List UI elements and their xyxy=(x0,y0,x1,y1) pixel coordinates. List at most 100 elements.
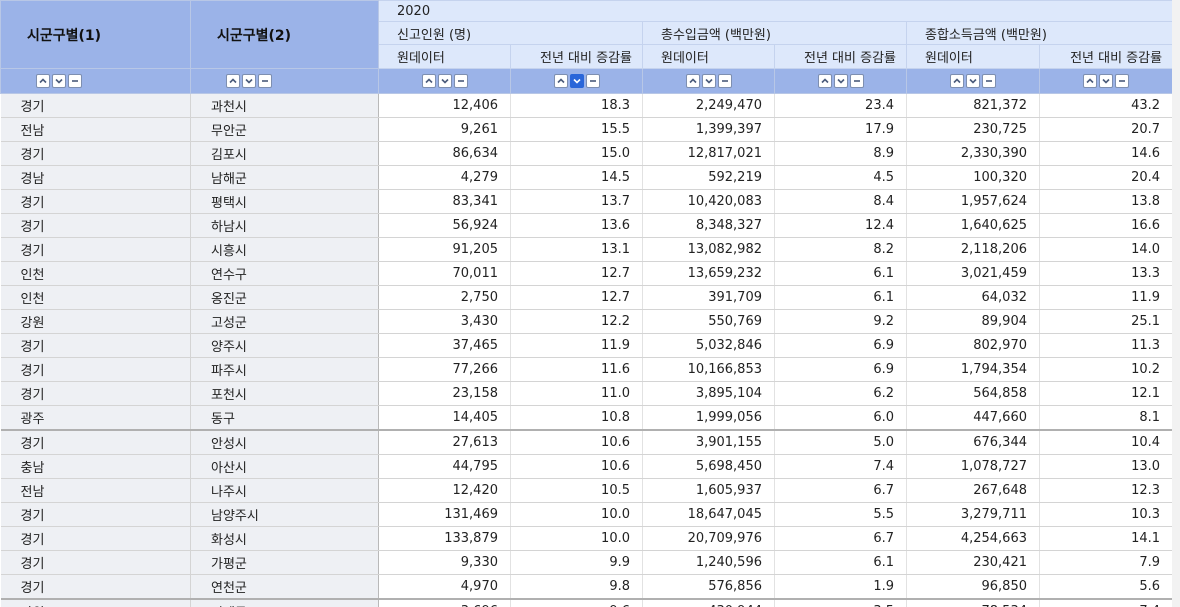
value-cell: 550,769 xyxy=(642,309,775,334)
value-cell: 11.6 xyxy=(510,357,643,382)
group-header-filers: 신고인원 (명) xyxy=(378,21,643,45)
chevron-up-icon[interactable] xyxy=(950,74,964,88)
chevron-up-icon[interactable] xyxy=(36,74,50,88)
subcol-raw-filers: 원데이터 xyxy=(378,44,511,69)
chevron-down-icon[interactable] xyxy=(1099,74,1114,88)
value-cell: 2,249,470 xyxy=(642,93,775,118)
value-cell: 12.7 xyxy=(510,261,643,286)
value-cell: 10.3 xyxy=(1039,502,1174,527)
sort-controls-filers-change xyxy=(510,68,643,94)
value-cell: 5.5 xyxy=(774,502,907,527)
value-cell: 64,032 xyxy=(906,285,1040,310)
district-cell: 나주시 xyxy=(190,478,379,503)
region-cell: 경기 xyxy=(0,237,191,262)
district-cell: 하남시 xyxy=(190,213,379,238)
value-cell: 10.4 xyxy=(1039,429,1174,455)
value-cell: 2,750 xyxy=(378,285,511,310)
chevron-down-icon[interactable] xyxy=(701,74,716,88)
chevron-down-icon[interactable] xyxy=(569,74,584,88)
minus-icon[interactable] xyxy=(717,74,732,88)
value-cell: 4,970 xyxy=(378,574,511,600)
value-cell: 96,850 xyxy=(906,574,1040,600)
chevron-down-icon[interactable] xyxy=(437,74,452,88)
value-cell: 27,613 xyxy=(378,429,511,455)
subcol-raw-taxable-income: 원데이터 xyxy=(906,44,1040,69)
value-cell: 9.2 xyxy=(774,309,907,334)
table-row: 전남 무안군 9,261 15.5 1,399,397 17.9 230,725 20.7 xyxy=(0,117,1174,142)
value-cell: 1,999,056 xyxy=(642,405,775,431)
minus-icon[interactable] xyxy=(849,74,864,88)
value-cell: 230,725 xyxy=(906,117,1040,142)
value-cell: 10.5 xyxy=(510,478,643,503)
minus-icon[interactable] xyxy=(982,74,996,88)
value-cell: 1,078,727 xyxy=(906,454,1040,479)
value-cell: 43.2 xyxy=(1039,93,1174,118)
subcol-change-filers: 전년 대비 증감률 xyxy=(510,44,643,69)
value-cell: 20.4 xyxy=(1039,165,1174,190)
value-cell: 391,709 xyxy=(642,285,775,310)
region-cell: 경기 xyxy=(0,357,191,382)
value-cell: 3.5 xyxy=(774,598,907,607)
table-row: 전남 나주시 12,420 10.5 1,605,937 6.7 267,648 12.3 xyxy=(0,478,1174,503)
minus-icon[interactable] xyxy=(1115,74,1130,88)
value-cell: 20,709,976 xyxy=(642,526,775,551)
value-cell: 12.7 xyxy=(510,285,643,310)
region-cell: 경기 xyxy=(0,526,191,551)
chevron-up-icon[interactable] xyxy=(553,74,568,88)
value-cell: 37,465 xyxy=(378,333,511,358)
value-cell: 91,205 xyxy=(378,237,511,262)
value-cell: 13.7 xyxy=(510,189,643,214)
chevron-up-icon[interactable] xyxy=(1083,74,1098,88)
chevron-down-icon[interactable] xyxy=(833,74,848,88)
value-cell: 14,405 xyxy=(378,405,511,431)
value-cell: 6.7 xyxy=(774,526,907,551)
subcol-raw-total-income: 원데이터 xyxy=(642,44,775,69)
value-cell: 100,320 xyxy=(906,165,1040,190)
value-cell: 17.9 xyxy=(774,117,907,142)
value-cell: 3,895,104 xyxy=(642,381,775,406)
vertical-scrollbar[interactable] xyxy=(1172,0,1180,607)
minus-icon[interactable] xyxy=(585,74,600,88)
table-row: 강원 고성군 3,430 12.2 550,769 9.2 89,904 25.1 xyxy=(0,309,1174,334)
value-cell: 6.0 xyxy=(774,405,907,431)
chevron-up-icon[interactable] xyxy=(685,74,700,88)
region-cell: 충남 xyxy=(0,454,191,479)
value-cell: 16.6 xyxy=(1039,213,1174,238)
minus-icon[interactable] xyxy=(68,74,82,88)
chevron-down-icon[interactable] xyxy=(52,74,66,88)
chevron-down-icon[interactable] xyxy=(242,74,256,88)
value-cell: 9.9 xyxy=(510,550,643,575)
value-cell: 12.3 xyxy=(1039,478,1174,503)
value-cell: 1.9 xyxy=(774,574,907,600)
value-cell: 5,032,846 xyxy=(642,333,775,358)
table-row: 경기 포천시 23,158 11.0 3,895,104 6.2 564,858 12.1 xyxy=(0,381,1174,406)
value-cell: 1,794,354 xyxy=(906,357,1040,382)
value-cell: 15.0 xyxy=(510,141,643,166)
minus-icon[interactable] xyxy=(258,74,272,88)
value-cell: 12.2 xyxy=(510,309,643,334)
table-row: 경기 과천시 12,406 18.3 2,249,470 23.4 821,372 43.2 xyxy=(0,93,1174,118)
district-cell: 과천시 xyxy=(190,93,379,118)
value-cell: 10,166,853 xyxy=(642,357,775,382)
value-cell: 25.1 xyxy=(1039,309,1174,334)
district-cell: 남양주시 xyxy=(190,502,379,527)
table-row: 경기 화성시 133,879 10.0 20,709,976 6.7 4,254,663 14… xyxy=(0,526,1174,551)
value-cell: 430,944 xyxy=(642,598,775,607)
value-cell: 3,021,459 xyxy=(906,261,1040,286)
chevron-up-icon[interactable] xyxy=(421,74,436,88)
minus-icon[interactable] xyxy=(453,74,468,88)
chevron-up-icon[interactable] xyxy=(226,74,240,88)
district-cell: 무안군 xyxy=(190,117,379,142)
chevron-up-icon[interactable] xyxy=(817,74,832,88)
district-cell: 안성시 xyxy=(190,429,379,455)
region-cell: 경기 xyxy=(0,333,191,358)
chevron-down-icon[interactable] xyxy=(966,74,980,88)
value-cell: 11.9 xyxy=(510,333,643,358)
value-cell: 13,082,982 xyxy=(642,237,775,262)
table-row: 충남 아산시 44,795 10.6 5,698,450 7.4 1,078,727 13.0 xyxy=(0,454,1174,479)
value-cell: 821,372 xyxy=(906,93,1040,118)
table-row: 강원인제군3,6969.6430,9443.578,5347.4 xyxy=(0,598,1174,607)
table-row: 인천 연수구 70,011 12.7 13,659,232 6.1 3,021,459 13.… xyxy=(0,261,1174,286)
table-row: 경기 연천군 4,970 9.8 576,856 1.9 96,850 5.6 xyxy=(0,574,1174,600)
